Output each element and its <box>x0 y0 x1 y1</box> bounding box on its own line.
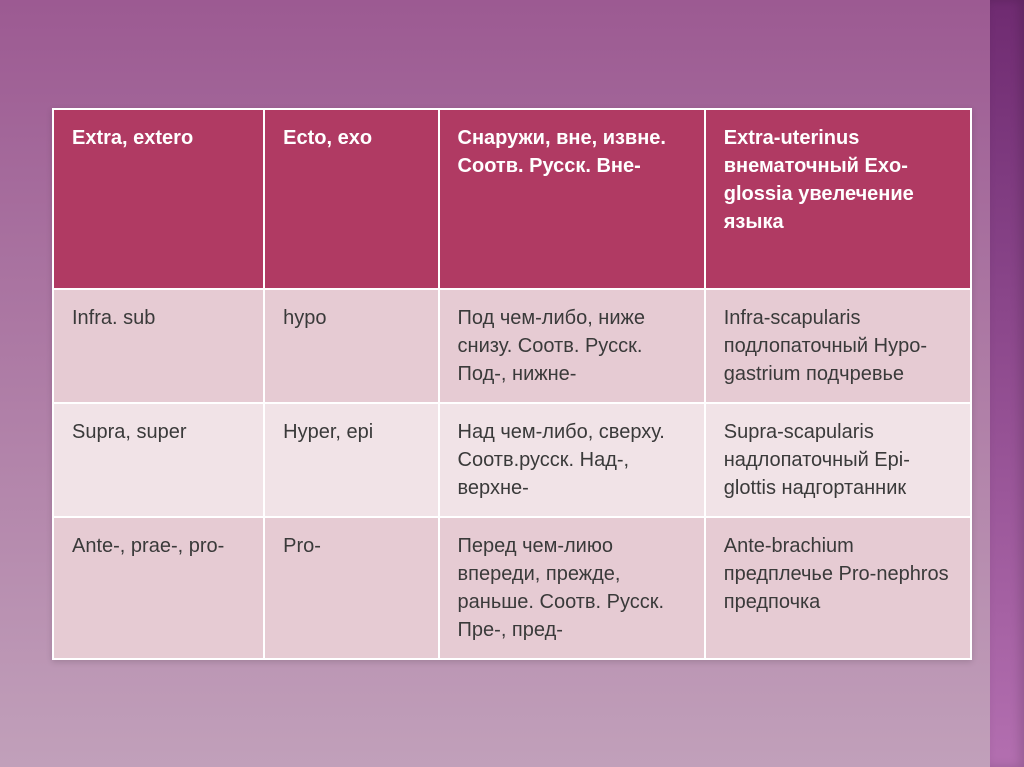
header-cell: Extra-uterinus внематочный Exo-glossia у… <box>705 109 971 289</box>
cell: Под чем-либо, ниже снизу. Соотв. Русск. … <box>439 289 705 403</box>
table-row: Ante-, prae-, pro- Pro- Перед чем-лиюо в… <box>53 517 971 659</box>
cell: Hyper, epi <box>264 403 438 517</box>
cell: Infra. sub <box>53 289 264 403</box>
table-row: Infra. sub hypo Под чем-либо, ниже снизу… <box>53 289 971 403</box>
cell: hypo <box>264 289 438 403</box>
header-cell: Снаружи, вне, извне. Соотв. Русск. Вне- <box>439 109 705 289</box>
cell: Ante-brachium предплечье Pro-nephros пре… <box>705 517 971 659</box>
table-header-row: Extra, extero Ecto, exo Снаружи, вне, из… <box>53 109 971 289</box>
cell: Supra-scapularis надлопаточный Epi-glott… <box>705 403 971 517</box>
cell: Infra-scapularis подлопаточный Hypo-gast… <box>705 289 971 403</box>
prefix-table: Extra, extero Ecto, exo Снаружи, вне, из… <box>52 108 972 660</box>
table-row: Supra, super Hyper, epi Над чем-либо, св… <box>53 403 971 517</box>
header-cell: Extra, extero <box>53 109 264 289</box>
cell: Над чем-либо, сверху. Соотв.русск. Над-,… <box>439 403 705 517</box>
cell: Supra, super <box>53 403 264 517</box>
slide-container: Extra, extero Ecto, exo Снаружи, вне, из… <box>52 108 972 660</box>
cell: Ante-, prae-, pro- <box>53 517 264 659</box>
cell: Перед чем-лиюо впереди, прежде, раньше. … <box>439 517 705 659</box>
cell: Pro- <box>264 517 438 659</box>
header-cell: Ecto, exo <box>264 109 438 289</box>
accent-strip <box>990 0 1024 767</box>
